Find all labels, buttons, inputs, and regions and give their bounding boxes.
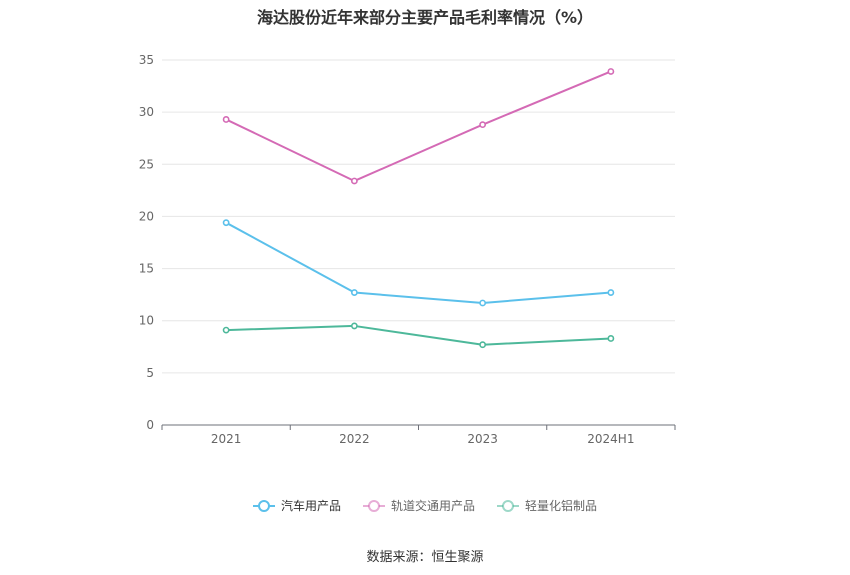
y-tick-label: 0 bbox=[146, 418, 154, 432]
data-point[interactable] bbox=[222, 326, 230, 334]
source-note: 数据来源：恒生聚源 bbox=[366, 550, 484, 565]
x-tick-label: 2021 bbox=[211, 432, 242, 446]
data-point[interactable] bbox=[607, 289, 615, 296]
y-tick-label: 5 bbox=[146, 366, 154, 380]
series-lines bbox=[222, 68, 615, 349]
data-point[interactable] bbox=[350, 322, 358, 330]
y-tick-label: 10 bbox=[139, 314, 154, 328]
data-point[interactable] bbox=[479, 121, 487, 129]
series-line bbox=[226, 324, 611, 346]
legend-line-marker-icon bbox=[497, 499, 519, 512]
y-tick-label: 25 bbox=[139, 157, 154, 171]
x-tick-label: 2024H1 bbox=[587, 432, 634, 446]
x-tick-label: 2022 bbox=[339, 432, 370, 446]
legend-label: 轨道交通用产品 bbox=[390, 499, 475, 513]
x-tick-label: 2023 bbox=[467, 432, 498, 446]
y-tick-label: 30 bbox=[139, 105, 154, 119]
data-point[interactable] bbox=[479, 341, 487, 349]
chart-title: 海达股份近年来部分主要产品毛利率情况（%） bbox=[256, 8, 594, 27]
legend-line-marker-icon bbox=[252, 499, 275, 512]
data-point[interactable] bbox=[222, 219, 230, 227]
grid-lines bbox=[162, 59, 675, 374]
y-tick-label: 35 bbox=[139, 53, 154, 67]
data-point[interactable] bbox=[350, 289, 358, 296]
axes: 0 5 10 15 20 25 30 35 2021 2022 2023 2024H1 bbox=[139, 53, 676, 446]
data-point[interactable] bbox=[222, 116, 230, 123]
legend-label: 轻量化铝制品 bbox=[525, 499, 598, 513]
data-point[interactable] bbox=[350, 177, 358, 185]
data-point[interactable] bbox=[479, 299, 487, 307]
data-point[interactable] bbox=[607, 68, 615, 75]
legend-line-marker-icon bbox=[362, 499, 385, 512]
y-tick-label: 20 bbox=[139, 209, 154, 223]
data-point[interactable] bbox=[607, 335, 615, 342]
series-0 bbox=[222, 219, 615, 307]
legend: 汽车用产品 轨道交通用产品 轻量化铝制品 bbox=[0, 497, 850, 514]
legend-item[interactable]: 轻量化铝制品 bbox=[497, 497, 597, 514]
legend-item[interactable]: 汽车用产品 bbox=[252, 497, 341, 514]
series-1 bbox=[222, 68, 615, 185]
series-2 bbox=[222, 322, 615, 349]
y-tick-label: 15 bbox=[139, 262, 154, 276]
legend-label: 汽车用产品 bbox=[280, 499, 341, 513]
series-line bbox=[225, 70, 612, 182]
series-line bbox=[225, 221, 611, 304]
legend-item[interactable]: 轨道交通用产品 bbox=[362, 497, 475, 514]
